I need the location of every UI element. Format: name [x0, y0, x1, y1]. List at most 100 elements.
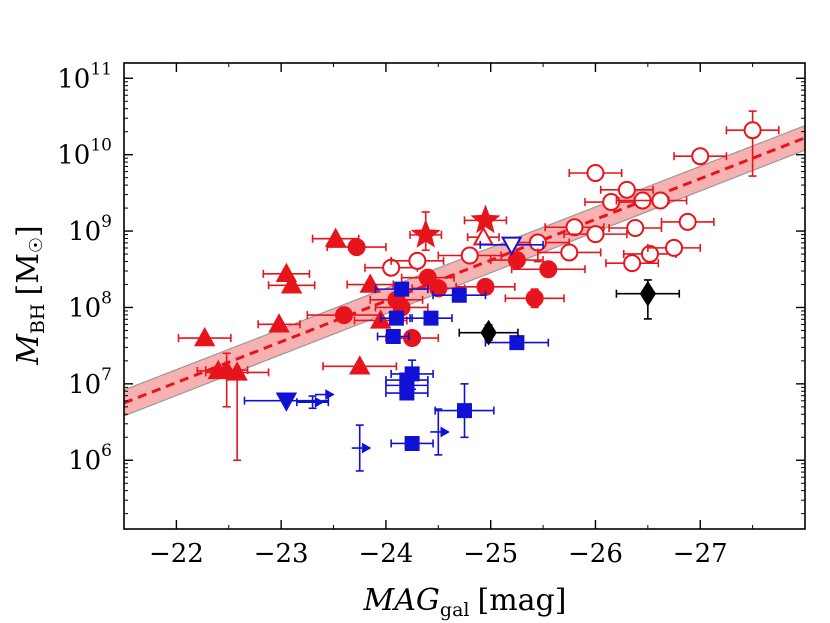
x-tick-label: −24: [358, 539, 413, 569]
marker: [602, 193, 621, 212]
data-point: [489, 251, 544, 270]
marker: [651, 191, 670, 210]
data-point: [374, 281, 429, 297]
marker: [509, 335, 525, 351]
x-axis-title: MAGgal [mag]: [363, 583, 567, 621]
marker: [678, 212, 697, 231]
marker: [626, 219, 645, 238]
data-point: [434, 383, 495, 439]
data-point: [599, 180, 654, 199]
y-tick-label-exponent: 7: [101, 365, 112, 385]
data-point: [537, 243, 602, 262]
data-point: [385, 385, 429, 401]
marker: [617, 180, 636, 199]
data-point: [296, 395, 330, 410]
x-tick-label: −22: [149, 539, 204, 569]
y-tick-label-base: 10: [68, 293, 101, 323]
data-point: [563, 225, 628, 244]
marker: [280, 274, 303, 294]
data-point: [605, 254, 660, 273]
data-point: [204, 361, 270, 462]
y-tick-label-base: 10: [68, 446, 101, 476]
data-point: [262, 262, 311, 283]
data-point: [379, 310, 413, 326]
x-axis-title-unit: [mag]: [477, 583, 566, 618]
y-tick-label: 107: [68, 365, 112, 400]
y-tick-label: 1011: [57, 59, 112, 94]
y-axis-title: MBH[M☉]: [11, 225, 49, 366]
marker: [404, 366, 420, 382]
y-tick-label: 109: [68, 212, 112, 247]
marker: [665, 238, 684, 257]
x-tick-label: −26: [568, 539, 623, 569]
marker: [404, 435, 420, 451]
marker: [457, 403, 472, 419]
data-point: [633, 191, 688, 210]
marker: [539, 260, 558, 279]
y-axis-title-sub: BH: [27, 304, 49, 335]
data-point: [615, 279, 681, 320]
data-point: [390, 435, 434, 451]
marker: [304, 396, 325, 408]
y-tick-label-exponent: 6: [101, 441, 112, 461]
marker: [691, 147, 710, 166]
data-point: [660, 212, 715, 231]
x-tick-label: −25: [463, 539, 518, 569]
marker: [639, 280, 657, 307]
marker: [451, 287, 467, 303]
data-point: [177, 326, 232, 347]
marker: [507, 251, 526, 270]
y-axis-title-sun-symbol: ☉: [26, 237, 47, 253]
marker: [351, 442, 372, 454]
marker: [640, 244, 659, 263]
data-point: [326, 238, 387, 257]
marker: [429, 279, 448, 298]
marker: [408, 251, 427, 270]
data-point: [311, 227, 360, 247]
y-tick-label: 106: [68, 441, 112, 476]
data-point: [673, 147, 728, 166]
marker: [560, 243, 579, 262]
marker: [193, 326, 216, 347]
marker: [388, 310, 404, 326]
data-point: [376, 328, 410, 344]
x-axis-title-sub: gal: [440, 599, 470, 621]
y-tick-label: 1010: [57, 136, 112, 171]
data-point: [364, 258, 419, 277]
marker: [226, 361, 248, 381]
marker: [586, 164, 605, 183]
y-tick-label-exponent: 9: [101, 212, 112, 232]
data-point: [437, 246, 502, 265]
marker: [347, 238, 366, 257]
y-tick-label-base: 10: [68, 370, 101, 400]
data-point: [484, 335, 550, 351]
data-point: [243, 392, 330, 412]
data-point: [479, 236, 544, 256]
data-point: [315, 389, 335, 400]
data-point: [267, 274, 316, 294]
y-tick-label-exponent: 10: [90, 136, 112, 156]
data-point: [432, 287, 487, 303]
data-point: [409, 211, 443, 251]
marker: [460, 246, 479, 265]
data-points: [177, 110, 780, 472]
marker: [385, 328, 401, 344]
data-point: [409, 310, 453, 326]
fit-line: [123, 136, 806, 405]
plot-frame: [123, 62, 806, 530]
data-point: [322, 355, 398, 375]
marker: [500, 236, 523, 256]
marker: [268, 313, 290, 333]
data-point: [351, 424, 372, 472]
marker: [335, 306, 354, 325]
x-tick-label: −23: [254, 539, 309, 569]
y-tick-label-exponent: 11: [90, 59, 112, 79]
y-tick-label-base: 10: [57, 64, 90, 94]
marker: [470, 204, 501, 234]
data-point: [510, 260, 586, 279]
marker: [315, 389, 335, 400]
marker: [275, 392, 298, 412]
y-tick-label-exponent: 8: [101, 288, 112, 308]
